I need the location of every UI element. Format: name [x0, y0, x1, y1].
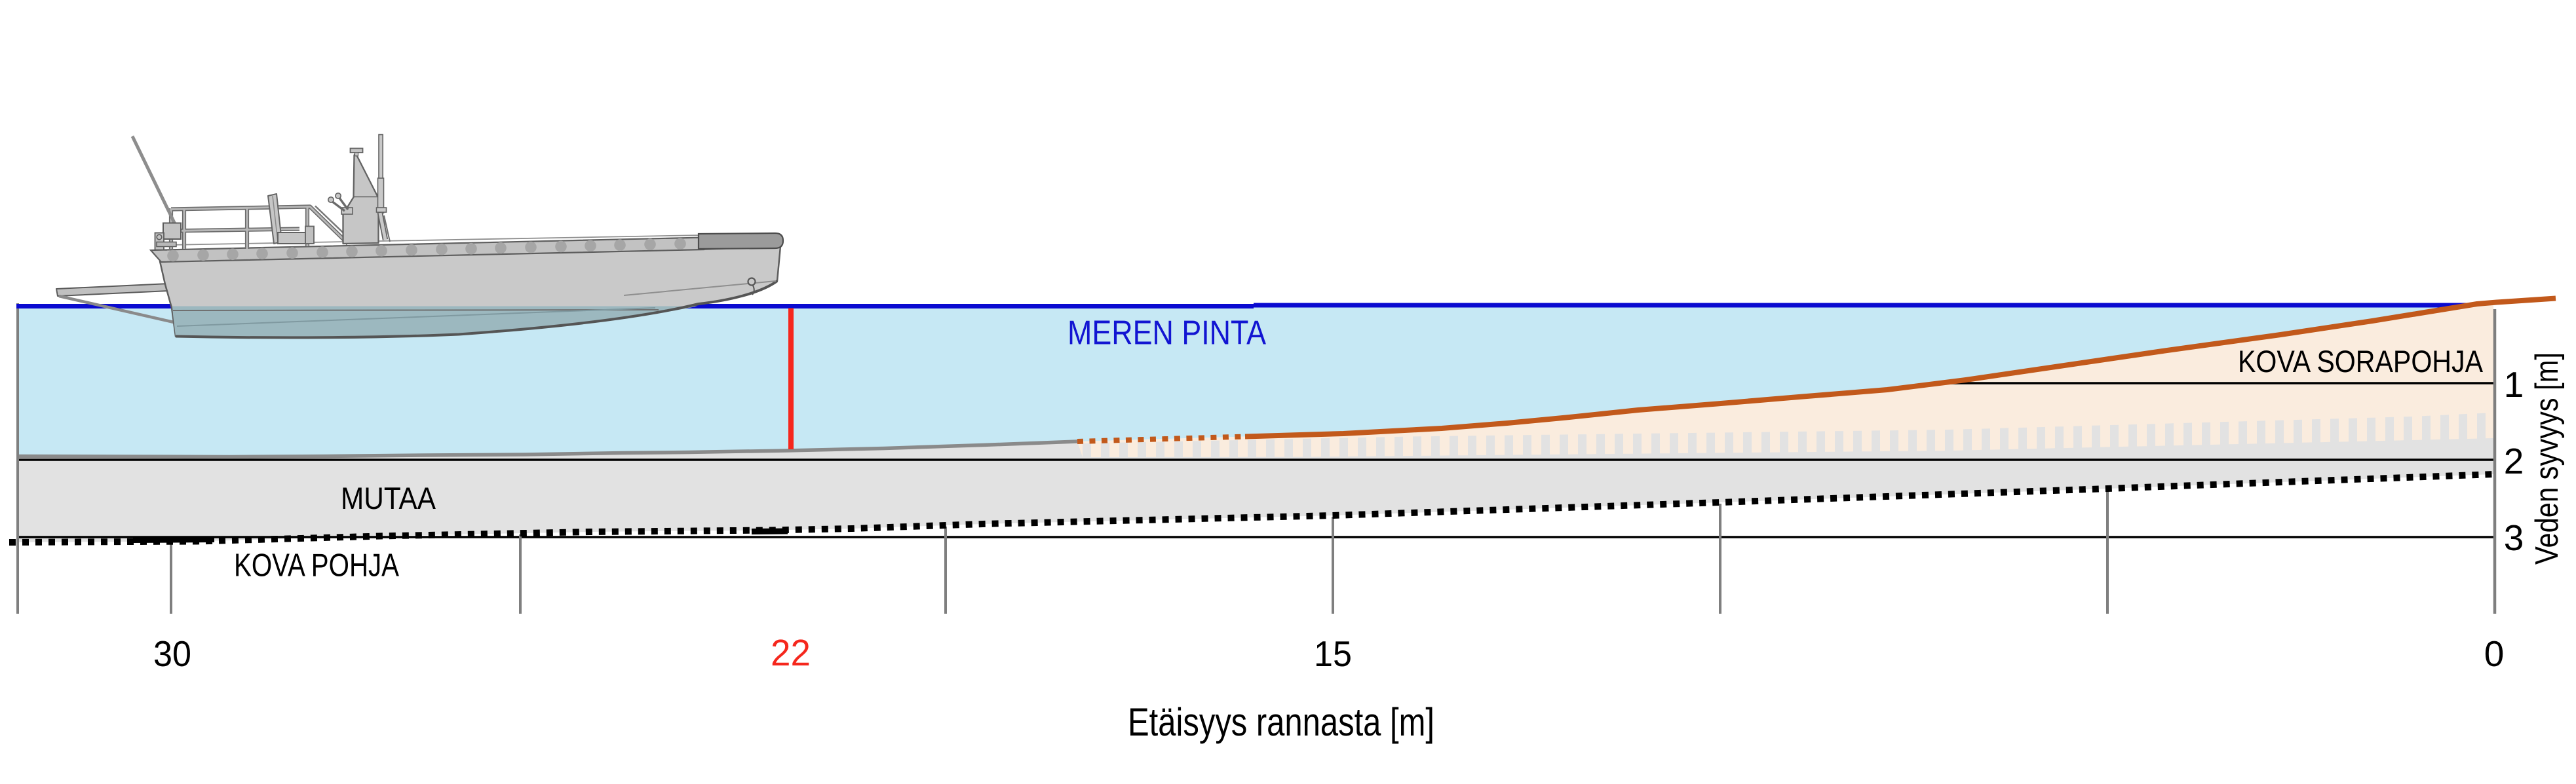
svg-text:Etäisyys rannasta [m]: Etäisyys rannasta [m]	[1128, 700, 1434, 744]
svg-text:KOVA POHJA: KOVA POHJA	[234, 548, 399, 584]
svg-text:0: 0	[2484, 633, 2505, 674]
svg-text:KOVA SORAPOHJA: KOVA SORAPOHJA	[2238, 344, 2484, 379]
svg-text:2: 2	[2504, 441, 2524, 481]
svg-text:30: 30	[153, 633, 191, 674]
svg-text:1: 1	[2504, 364, 2524, 405]
svg-text:MEREN PINTA: MEREN PINTA	[1067, 314, 1266, 352]
svg-text:MUTAA: MUTAA	[341, 481, 436, 515]
svg-text:Veden syvyys [m]: Veden syvyys [m]	[2529, 352, 2565, 565]
svg-text:15: 15	[1314, 633, 1352, 674]
svg-text:3: 3	[2504, 517, 2524, 558]
svg-text:22: 22	[771, 632, 811, 674]
